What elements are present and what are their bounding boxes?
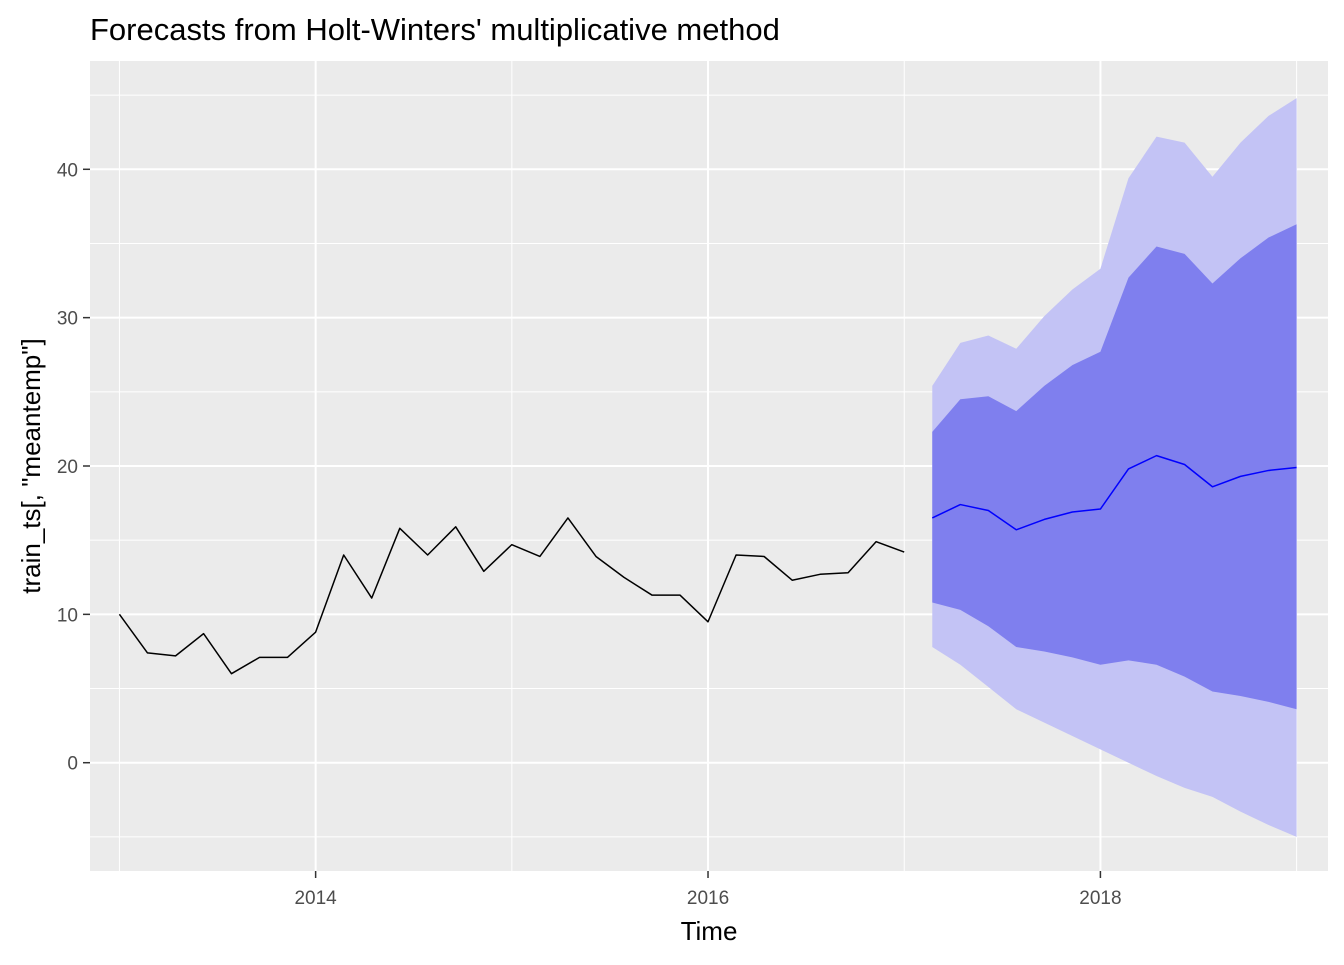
prediction-bands <box>932 98 1297 837</box>
pi80-band <box>932 224 1297 710</box>
x-axis-title: Time <box>681 916 738 946</box>
x-tick-label: 2018 <box>1079 888 1121 909</box>
x-tick-label: 2016 <box>687 888 729 909</box>
chart-title: Forecasts from Holt-Winters' multiplicat… <box>90 12 780 47</box>
x-tick-label: 2014 <box>294 888 337 909</box>
history-line <box>118 517 905 675</box>
grid-major <box>90 61 1328 871</box>
y-tick-label: 40 <box>57 160 78 181</box>
y-tick-label: 20 <box>57 457 78 478</box>
y-tick-label: 0 <box>67 754 78 775</box>
forecast-line <box>931 454 1297 531</box>
y-tick-label: 10 <box>57 605 78 626</box>
series-lines <box>118 454 1297 675</box>
y-tick-label: 30 <box>57 309 78 330</box>
axis-tick-labels: 2014 2016 2018 0 10 20 30 40 <box>57 160 1122 909</box>
y-axis-title: train_ts[, "meantemp"] <box>16 338 46 593</box>
axis-ticks <box>83 168 1102 878</box>
